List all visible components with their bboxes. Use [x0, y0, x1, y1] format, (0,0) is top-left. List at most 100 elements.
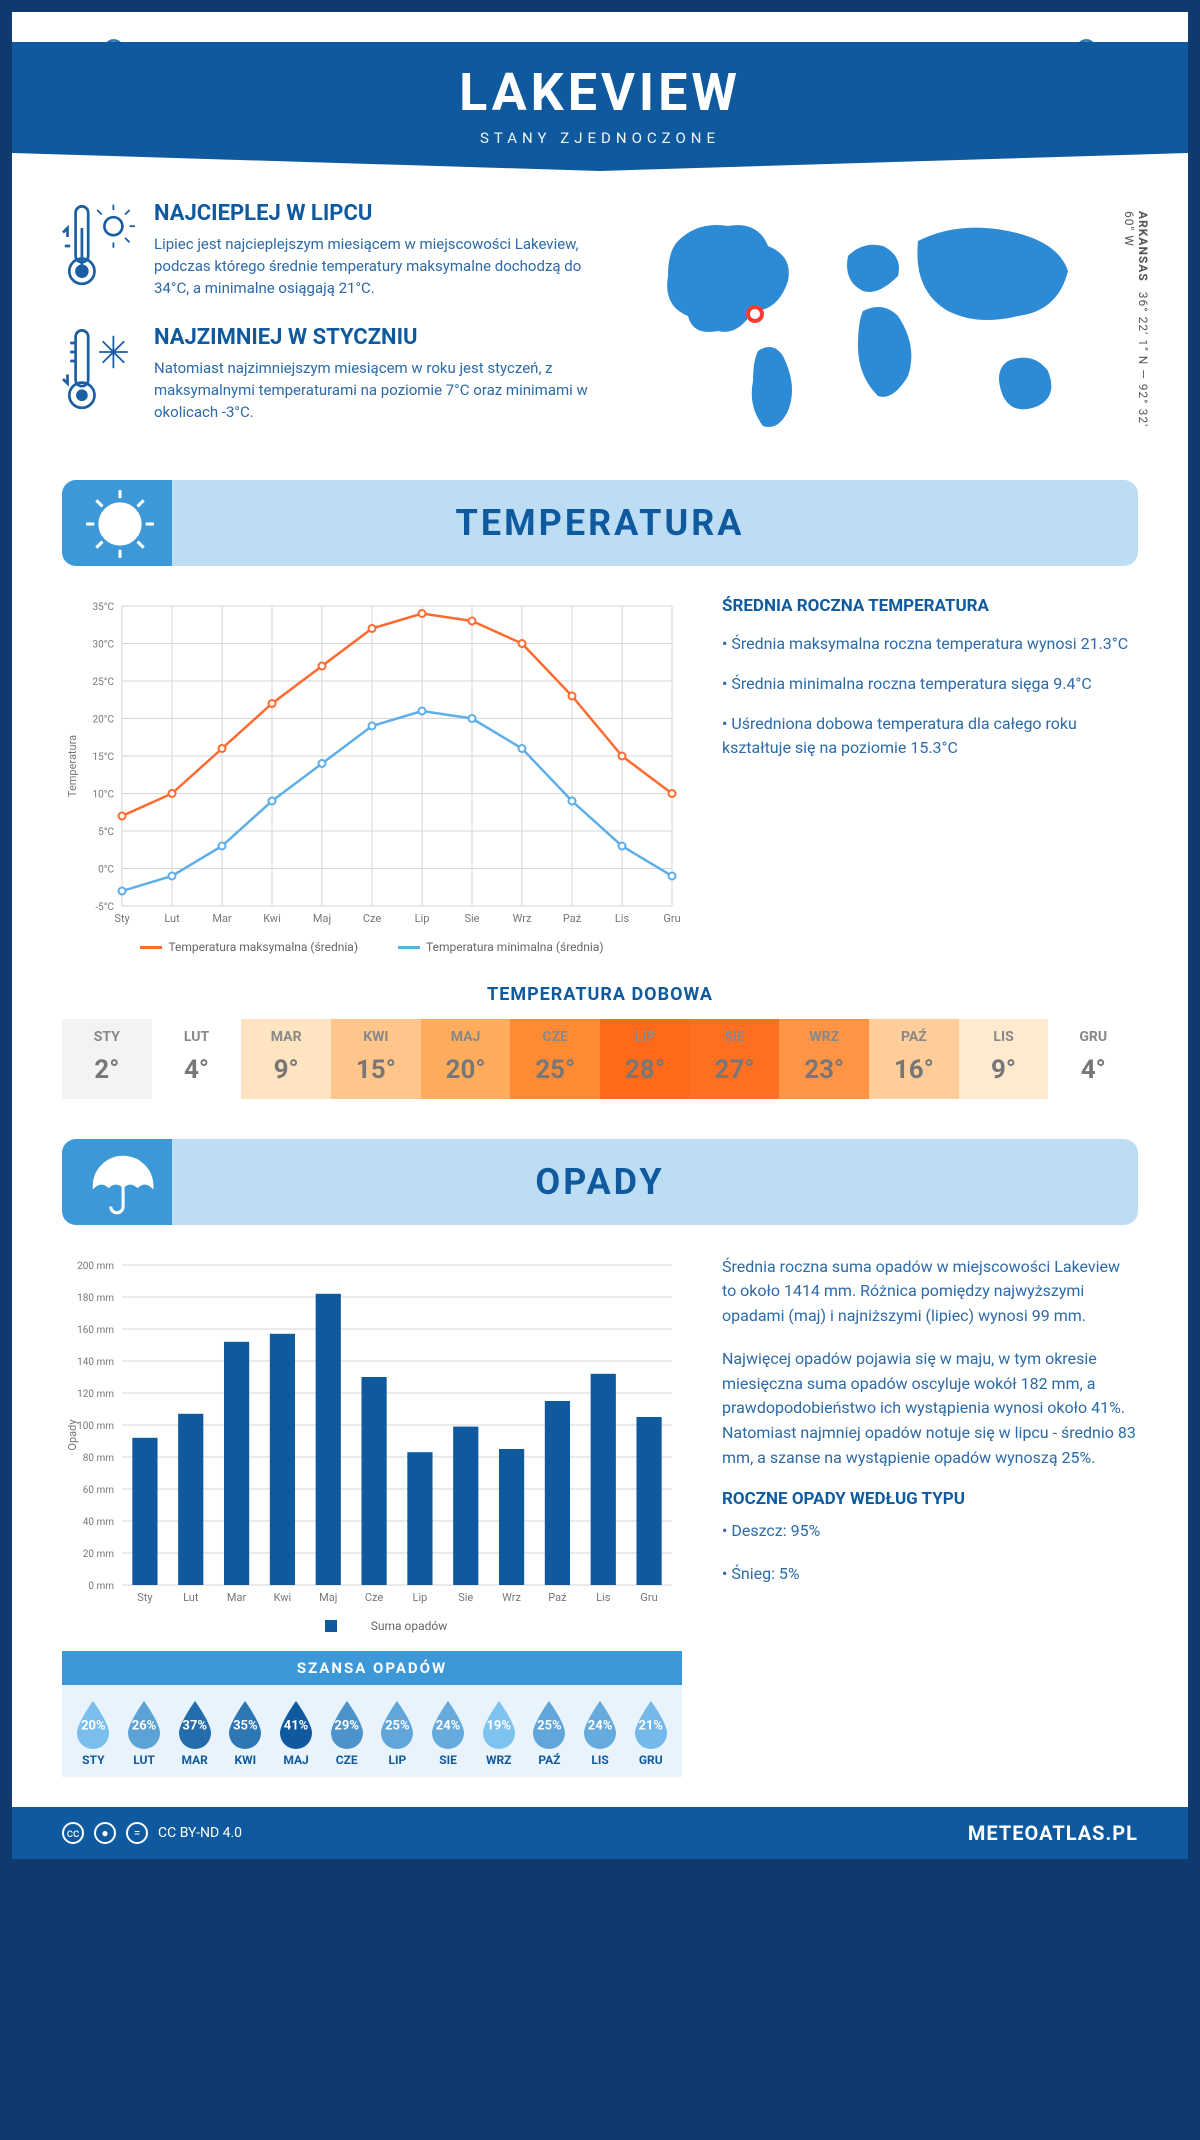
coldest-block: NAJZIMNIEJ W STYCZNIU Natomiast najzimni… — [62, 325, 598, 423]
hot-heading: NAJCIEPLEJ W LIPCU — [154, 201, 598, 226]
chance-heading: SZANSA OPADÓW — [62, 1651, 682, 1685]
page-subtitle: STANY ZJEDNOCZONE — [12, 129, 1188, 147]
month-cell: GRU4° — [1048, 1019, 1138, 1099]
svg-text:Paź: Paź — [563, 912, 582, 925]
chance-drop: 24%LIS — [575, 1699, 626, 1767]
svg-text:0 mm: 0 mm — [88, 1581, 114, 1592]
site-name: METEOATLAS.PL — [968, 1821, 1138, 1845]
coordinates: ARKANSAS 36° 22' 1" N — 92° 32' 60" W — [1122, 211, 1150, 450]
svg-text:Maj: Maj — [313, 912, 331, 925]
svg-text:25°C: 25°C — [93, 677, 115, 688]
svg-text:Cze: Cze — [365, 1591, 384, 1604]
temperature-title: TEMPERATURA — [456, 502, 745, 544]
cold-heading: NAJZIMNIEJ W STYCZNIU — [154, 325, 598, 350]
month-cell: SIE27° — [690, 1019, 780, 1099]
license-text: CC BY-ND 4.0 — [158, 1825, 242, 1841]
svg-text:Lip: Lip — [415, 912, 430, 925]
precip-type-bullet: • Śnieg: 5% — [722, 1562, 1138, 1587]
precip-legend: Suma opadów — [62, 1619, 682, 1633]
svg-text:20 mm: 20 mm — [83, 1549, 114, 1560]
annual-bullet: • Średnia maksymalna roczna temperatura … — [722, 632, 1138, 656]
map-marker-icon — [746, 305, 764, 323]
svg-text:35°C: 35°C — [93, 602, 115, 613]
svg-text:5°C: 5°C — [98, 827, 114, 838]
svg-text:Lut: Lut — [183, 1591, 199, 1604]
svg-text:Gru: Gru — [640, 1591, 657, 1604]
chance-drop: 35%KWI — [220, 1699, 271, 1767]
temperature-chart: -5°C0°C5°C10°C15°C20°C25°C30°C35°CStyLut… — [62, 596, 682, 954]
svg-text:Sty: Sty — [114, 912, 130, 925]
month-cell: MAJ20° — [421, 1019, 511, 1099]
world-map: ARKANSAS 36° 22' 1" N — 92° 32' 60" W — [638, 201, 1138, 450]
precip-type-bullet: • Deszcz: 95% — [722, 1519, 1138, 1544]
month-cell: LIS9° — [959, 1019, 1049, 1099]
chance-drop: 25%LIP — [372, 1699, 423, 1767]
annual-bullet: • Średnia minimalna roczna temperatura s… — [722, 672, 1138, 696]
svg-text:Wrz: Wrz — [502, 1591, 521, 1604]
annual-bullet: • Uśredniona dobowa temperatura dla całe… — [722, 712, 1138, 760]
chance-drop: 19%WRZ — [473, 1699, 524, 1767]
page-title: LAKEVIEW — [12, 62, 1188, 123]
svg-text:40 mm: 40 mm — [83, 1517, 114, 1528]
month-cell: PAŹ16° — [869, 1019, 959, 1099]
svg-text:10°C: 10°C — [93, 789, 115, 800]
svg-text:Mar: Mar — [212, 912, 232, 925]
chance-drop: 24%SIE — [423, 1699, 474, 1767]
chance-block: SZANSA OPADÓW 20%STY26%LUT37%MAR35%KWI41… — [62, 1651, 682, 1777]
month-cell: LUT4° — [152, 1019, 242, 1099]
hot-body: Lipiec jest najcieplejszym miesiącem w m… — [154, 234, 598, 299]
month-cell: KWI15° — [331, 1019, 421, 1099]
chance-drop: 41%MAJ — [271, 1699, 322, 1767]
svg-text:Mar: Mar — [227, 1591, 247, 1604]
svg-text:Opady: Opady — [66, 1418, 79, 1450]
svg-text:Temperatura: Temperatura — [66, 734, 79, 796]
svg-text:Wrz: Wrz — [513, 912, 532, 925]
precip-title: OPADY — [535, 1161, 664, 1203]
precip-paragraph: Najwięcej opadów pojawia się w maju, w t… — [722, 1347, 1138, 1471]
temperature-legend: Temperatura maksymalna (średnia) Tempera… — [62, 940, 682, 954]
by-icon: ● — [94, 1822, 116, 1844]
svg-text:Paź: Paź — [548, 1591, 567, 1604]
annual-heading: ŚREDNIA ROCZNA TEMPERATURA — [722, 596, 1138, 616]
month-cell: CZE25° — [510, 1019, 600, 1099]
svg-text:20°C: 20°C — [93, 714, 115, 725]
thermometer-sun-icon — [62, 201, 136, 291]
svg-text:60 mm: 60 mm — [83, 1485, 114, 1496]
thermometer-snow-icon — [62, 325, 136, 415]
nd-icon: = — [126, 1822, 148, 1844]
svg-text:Sie: Sie — [464, 912, 479, 925]
svg-text:Cze: Cze — [363, 912, 382, 925]
chance-drop: 21%GRU — [625, 1699, 676, 1767]
sun-icon — [84, 488, 156, 560]
svg-text:30°C: 30°C — [93, 639, 115, 650]
footer: cc ● = CC BY-ND 4.0 METEOATLAS.PL — [12, 1807, 1188, 1859]
svg-text:Lis: Lis — [615, 912, 630, 925]
cc-icon: cc — [62, 1822, 84, 1844]
svg-text:Lip: Lip — [413, 1591, 428, 1604]
svg-text:-5°C: -5°C — [95, 902, 114, 913]
chance-drop: 25%PAŹ — [524, 1699, 575, 1767]
month-cell: MAR9° — [241, 1019, 331, 1099]
hottest-block: NAJCIEPLEJ W LIPCU Lipiec jest najcieple… — [62, 201, 598, 299]
svg-text:180 mm: 180 mm — [77, 1293, 114, 1304]
svg-text:Lis: Lis — [596, 1591, 611, 1604]
svg-text:160 mm: 160 mm — [77, 1325, 114, 1336]
svg-text:Kwi: Kwi — [263, 912, 281, 925]
svg-text:Gru: Gru — [663, 912, 680, 925]
svg-text:Sty: Sty — [137, 1591, 153, 1604]
svg-text:Maj: Maj — [319, 1591, 337, 1604]
title-banner: LAKEVIEW STANY ZJEDNOCZONE — [12, 42, 1188, 171]
chance-drop: 26%LUT — [119, 1699, 170, 1767]
svg-text:Lut: Lut — [164, 912, 180, 925]
svg-text:140 mm: 140 mm — [77, 1357, 114, 1368]
month-cell: WRZ23° — [779, 1019, 869, 1099]
precip-chart: 0 mm20 mm40 mm60 mm80 mm100 mm120 mm140 … — [62, 1255, 682, 1777]
chance-drop: 20%STY — [68, 1699, 119, 1767]
cold-body: Natomiast najzimniejszym miesiącem w rok… — [154, 358, 598, 423]
svg-text:0°C: 0°C — [98, 864, 114, 875]
chance-drop: 29%CZE — [321, 1699, 372, 1767]
svg-text:100 mm: 100 mm — [77, 1421, 114, 1432]
chance-drop: 37%MAR — [169, 1699, 220, 1767]
month-cell: LIP28° — [600, 1019, 690, 1099]
temperature-section-header: TEMPERATURA — [62, 480, 1138, 566]
